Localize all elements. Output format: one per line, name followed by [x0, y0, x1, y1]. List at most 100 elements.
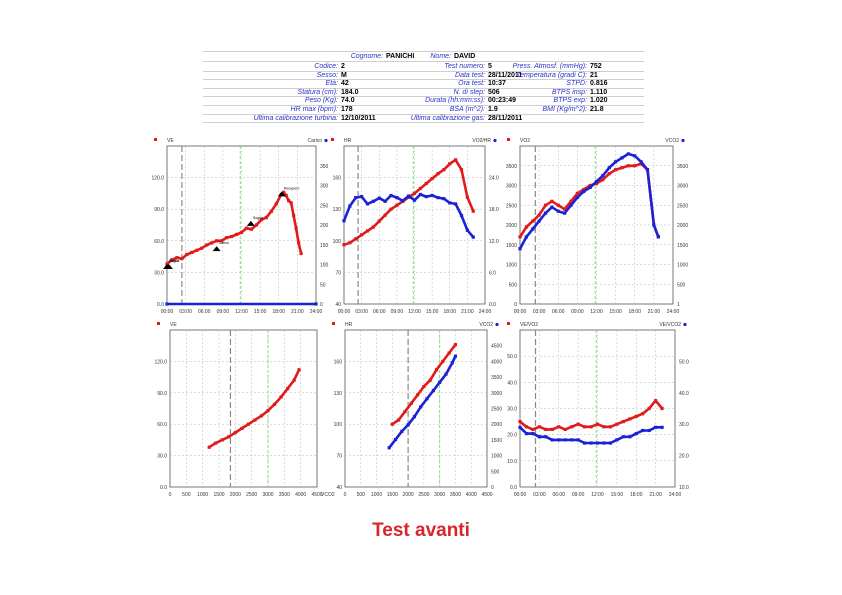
data-point — [360, 194, 364, 199]
y-tick-label: 0 — [514, 302, 517, 308]
data-point — [543, 211, 548, 215]
x-tick-label: 0 — [344, 492, 347, 498]
right-axis-label: VCO2 — [479, 322, 493, 328]
y-tick-label: 30.0 — [157, 454, 167, 460]
data-point — [582, 425, 587, 429]
chart-panel-4: 0 500 1000 1500 2000 2500 3000 3500 4000 4500 0.0 3… — [154, 322, 335, 498]
y-tick-label: 60.0 — [154, 239, 164, 245]
data-point — [557, 438, 561, 442]
right-legend-marker — [324, 138, 328, 143]
data-point — [626, 152, 630, 156]
data-point — [387, 446, 391, 450]
data-point — [428, 378, 432, 382]
data-point — [406, 423, 410, 427]
y-tick-label: 3000 — [506, 184, 517, 190]
data-point — [556, 203, 560, 207]
x-tick-label: 21:00 — [649, 492, 662, 498]
left-axis-label: VE — [170, 322, 177, 328]
annotation-marker — [277, 191, 286, 197]
y2-tick-label: 0 — [320, 302, 323, 308]
data-point — [654, 425, 658, 429]
data-point — [400, 429, 404, 433]
y-tick-label: 130 — [333, 207, 342, 213]
y2-tick-label: 150 — [320, 243, 329, 249]
data-point — [531, 432, 535, 436]
data-point — [430, 193, 434, 198]
data-point — [229, 234, 234, 239]
y2-tick-label: 50.0 — [679, 359, 689, 365]
x-tick-label: 4500 — [481, 492, 492, 498]
x-tick-label: 21:00 — [461, 309, 474, 315]
data-point — [389, 207, 393, 211]
y2-tick-label: 40.0 — [679, 391, 689, 397]
y2-tick-label: 4500 — [491, 344, 502, 350]
y-tick-label: 0.0 — [157, 302, 164, 308]
y-tick-label: 1500 — [506, 243, 517, 249]
header-field-label: BTPS exp: — [553, 97, 587, 105]
x-tick-label: 06:00 — [198, 309, 211, 315]
data-point — [615, 438, 619, 442]
header-field-value: 2 — [341, 63, 345, 70]
annotation-label: Recupero — [284, 186, 300, 190]
data-point — [442, 168, 446, 172]
data-point — [608, 425, 613, 429]
data-point — [371, 199, 375, 203]
x-tick-label: 15:00 — [426, 309, 439, 315]
chart-panel-3: 00:00 03:00 06:00 09:00 12:00 15:00 18:00 21:00… — [506, 138, 688, 315]
y-tick-label: 70 — [336, 454, 342, 460]
header-field-value: 1.9 — [488, 106, 498, 113]
data-point — [575, 195, 579, 199]
data-point — [175, 256, 179, 260]
y-tick-label: 90.0 — [154, 207, 164, 213]
data-point — [614, 168, 618, 172]
data-point — [563, 211, 567, 215]
data-point — [254, 223, 258, 227]
data-point — [354, 237, 358, 241]
left-axis-label: VO2 — [520, 138, 530, 144]
x-tick-label: 3500 — [450, 492, 461, 498]
x-tick-label: 15:00 — [609, 309, 622, 315]
data-point — [607, 172, 611, 176]
x-tick-label: 3000 — [262, 492, 273, 498]
x-tick-label: 2500 — [418, 492, 429, 498]
data-point — [425, 397, 429, 401]
header-field-label: Ultima calibrazione turbina: — [253, 114, 338, 122]
x-tick-label: 2000 — [230, 492, 241, 498]
data-point — [403, 410, 407, 414]
x-tick-label: 18:00 — [630, 492, 643, 498]
y2-tick-label: 30.0 — [679, 422, 689, 428]
header-field-value: 10:37 — [488, 80, 506, 88]
data-point — [436, 172, 440, 176]
header-divider — [203, 122, 644, 124]
annotation-label: Soglia — [169, 259, 179, 263]
x-tick-label: 1500 — [387, 492, 398, 498]
data-point — [431, 388, 435, 393]
y-tick-label: 20.0 — [507, 433, 517, 439]
header-field-label: STPD: — [566, 80, 587, 88]
right-legend-marker — [495, 322, 499, 327]
data-point — [342, 219, 346, 223]
plot-frame — [169, 329, 318, 488]
y2-tick-label: 1500 — [491, 438, 502, 444]
data-point — [269, 209, 273, 213]
data-point — [518, 235, 522, 239]
x-tick-label: 18:00 — [443, 309, 456, 315]
x-tick-label: 00:00 — [514, 492, 527, 498]
data-point — [550, 438, 554, 442]
annotation-label: Inizio — [171, 259, 179, 263]
x-tick-label: 00:00 — [161, 309, 174, 315]
x-tick-label: 12:00 — [408, 309, 421, 315]
y-tick-label: 130 — [334, 391, 343, 397]
x-tick-label: 500 — [182, 492, 191, 498]
data-point — [365, 202, 370, 206]
annotation-marker — [246, 220, 255, 226]
data-point — [570, 438, 574, 442]
y2-tick-label: 300 — [320, 184, 329, 190]
y2-tick-label: 1500 — [677, 243, 688, 249]
data-point — [537, 435, 541, 439]
header-field-value: 752 — [590, 63, 602, 70]
x-tick-label: 4000 — [295, 492, 306, 498]
data-point — [200, 246, 204, 250]
x-tick-label: 12:00 — [590, 309, 603, 315]
header-field-label: N. di step: — [453, 88, 485, 96]
